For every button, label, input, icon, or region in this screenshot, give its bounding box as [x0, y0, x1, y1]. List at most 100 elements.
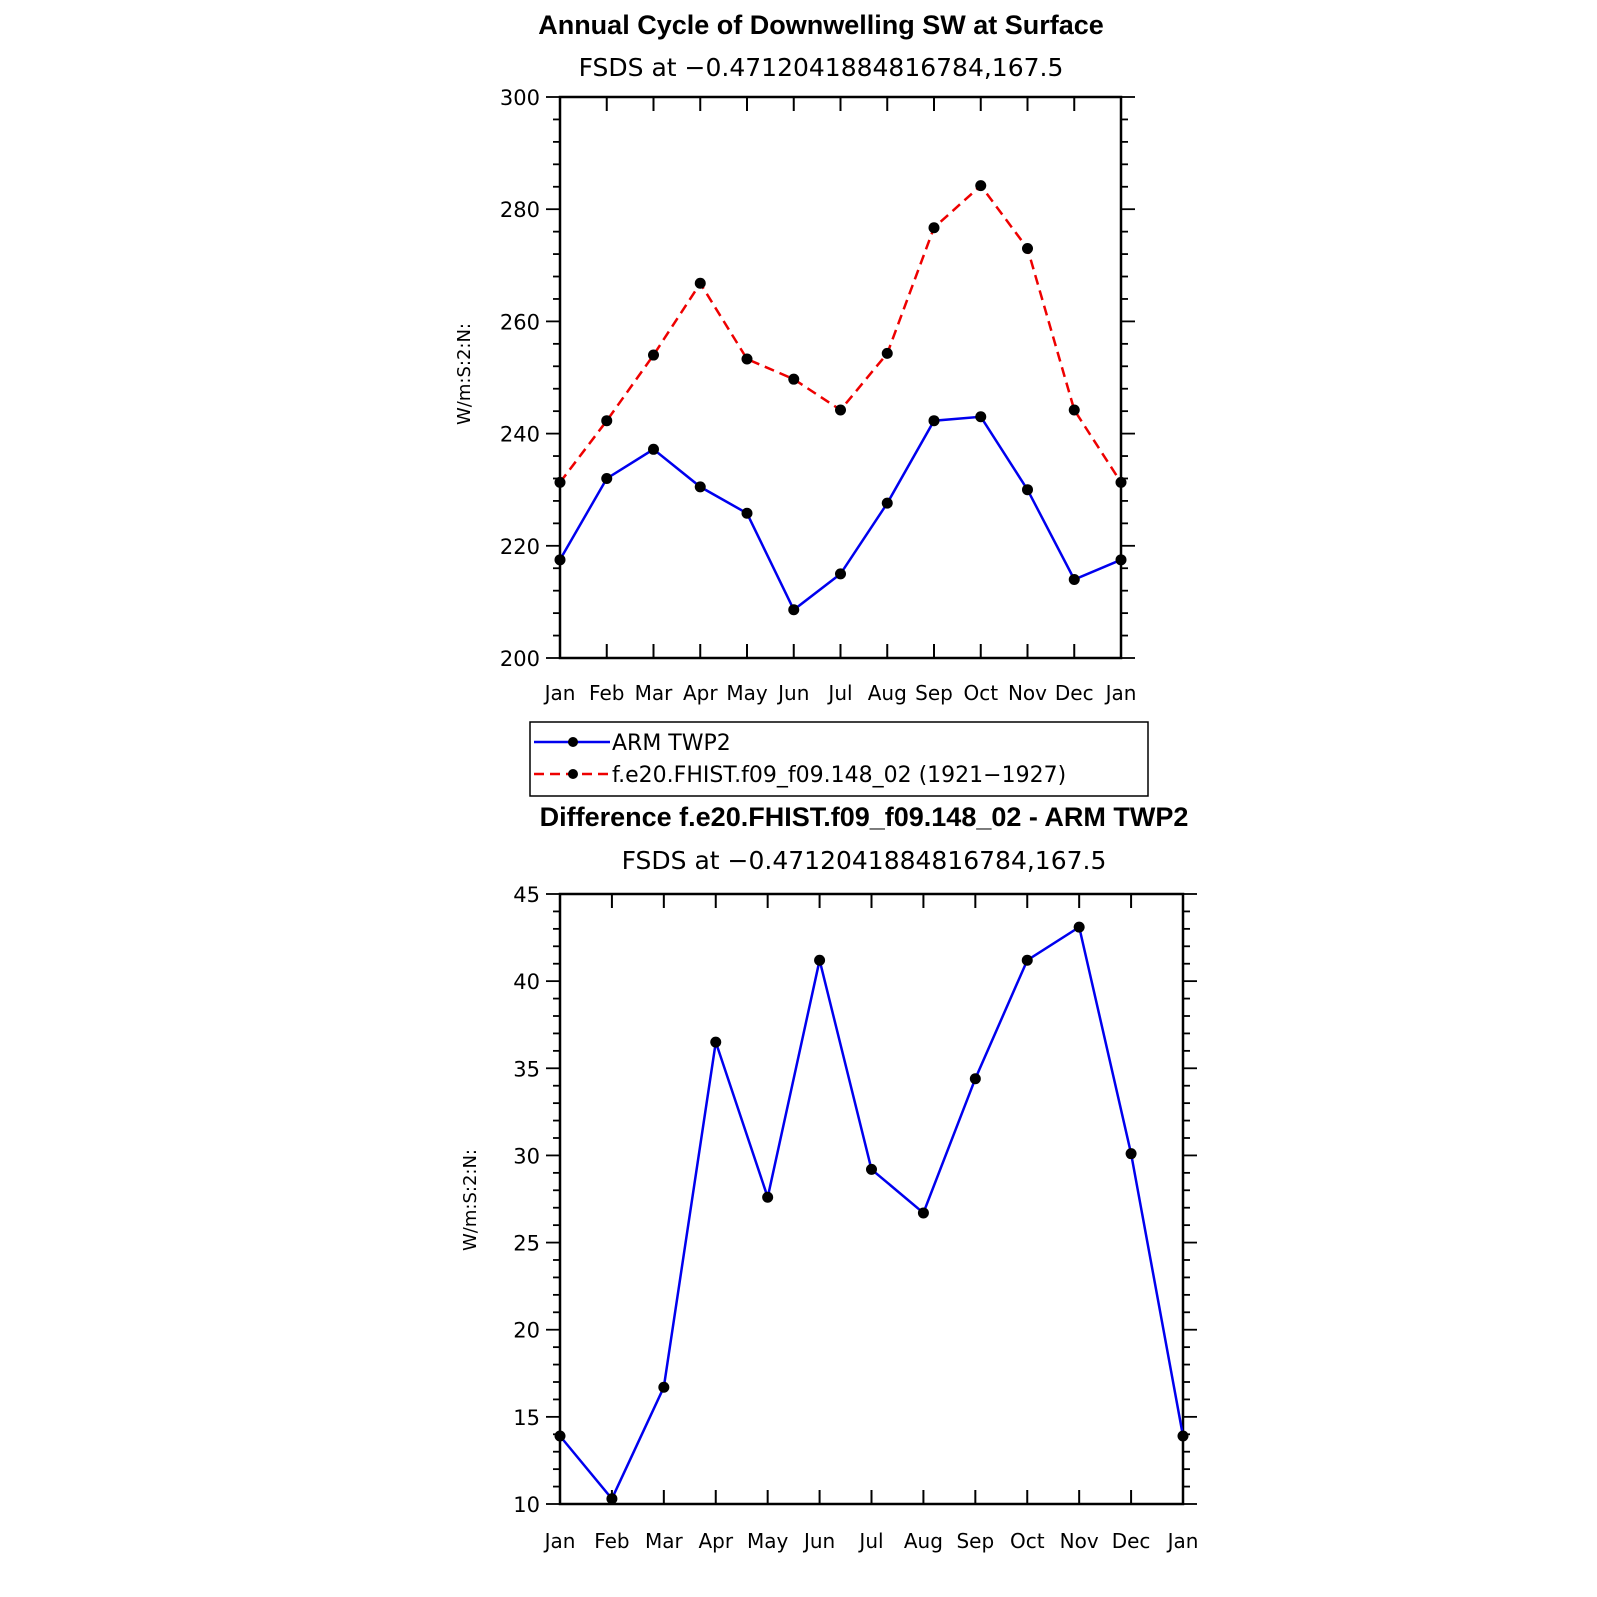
x-tick-label: Aug [904, 1529, 943, 1553]
x-tick-label: Apr [683, 681, 718, 705]
data-point [741, 353, 753, 365]
legend: ARM TWP2 f.e20.FHIST.f09_f09.148_02 (192… [529, 721, 1149, 797]
x-tick-label: Sep [956, 1529, 994, 1553]
legend-label-model: f.e20.FHIST.f09_f09.148_02 (1921−1927) [612, 763, 1066, 788]
x-tick-label: Sep [915, 681, 953, 705]
data-point [814, 954, 826, 966]
data-point [606, 1493, 618, 1505]
data-point [1115, 554, 1127, 566]
data-point [554, 554, 566, 566]
data-point [1115, 476, 1127, 488]
data-point [1068, 404, 1080, 416]
x-tick-label: Nov [1008, 681, 1047, 705]
annual-cycle-panel: Annual Cycle of Downwelling SW at Surfac… [454, 10, 1136, 705]
y-tick-label: 200 [500, 647, 540, 671]
x-tick-label: Jan [543, 681, 576, 705]
data-point [969, 1073, 981, 1085]
x-tick-label: Jul [826, 681, 852, 705]
data-point [658, 1381, 670, 1393]
data-point [694, 277, 706, 289]
y-tick-label: 45 [513, 883, 540, 907]
series-line-1 [559, 183, 1123, 484]
legend-marker-arm [568, 737, 578, 747]
x-tick-label: Mar [635, 681, 674, 705]
data-point [788, 373, 800, 385]
chart-title: Difference f.e20.FHIST.f09_f09.148_02 - … [540, 802, 1189, 832]
difference-panel: Difference f.e20.FHIST.f09_f09.148_02 - … [460, 802, 1198, 1553]
series-line-0 [558, 415, 1122, 612]
data-point [1022, 484, 1033, 496]
x-tick-label: Oct [963, 681, 998, 705]
plot-frame [558, 892, 1185, 1506]
x-tick-label: Nov [1060, 1529, 1099, 1553]
data-point [710, 1036, 722, 1048]
x-tick-label: Dec [1112, 1529, 1151, 1553]
x-tick-label: Jan [1104, 681, 1137, 705]
x-tick-label: Aug [868, 681, 907, 705]
axis-ticks: Jan Feb Mar Apr May Jun Jul Aug Sep Oct Nov Dec Jan1… [513, 883, 1198, 1553]
data-point [694, 481, 706, 493]
data-point [554, 1430, 566, 1442]
x-tick-label: Jun [802, 1529, 835, 1553]
chart-subtitle: FSDS at −0.4712041884816784,167.5 [579, 53, 1064, 82]
data-point [835, 568, 846, 580]
x-tick-label: Jul [857, 1529, 883, 1553]
x-tick-label: Mar [645, 1529, 684, 1553]
y-tick-label: 35 [513, 1057, 540, 1081]
data-point [554, 476, 566, 488]
x-tick-label: May [726, 681, 768, 705]
y-tick-label: 40 [513, 970, 540, 994]
data-point [648, 443, 659, 455]
y-tick-label: 260 [500, 310, 540, 334]
data-point [835, 404, 846, 416]
y-tick-label: 300 [500, 86, 540, 110]
data-point [881, 347, 893, 359]
data-point [928, 415, 940, 427]
y-tick-label: 280 [500, 198, 540, 222]
x-tick-label: May [747, 1529, 789, 1553]
data-point [881, 497, 893, 509]
data-point [866, 1163, 877, 1175]
legend-label-arm: ARM TWP2 [612, 731, 731, 756]
data-point [741, 507, 753, 519]
y-axis-label: W/m:S:2:N: [460, 1149, 481, 1251]
y-axis-label: W/m:S:2:N: [454, 323, 475, 425]
y-tick-label: 240 [500, 423, 540, 447]
legend-marker-model [568, 769, 578, 779]
data-point [917, 1207, 929, 1219]
axis-ticks: Jan Feb Mar Apr May Jun Jul Aug Sep Oct Nov Dec Jan2… [500, 86, 1137, 705]
series-line-0 [559, 925, 1185, 1502]
data-point [1021, 954, 1033, 966]
x-tick-label: Jun [776, 681, 809, 705]
data-point [648, 349, 659, 361]
data-point [788, 604, 800, 616]
x-tick-label: Oct [1010, 1529, 1045, 1553]
data-point [1068, 573, 1080, 585]
series-layer [554, 180, 1127, 616]
x-tick-label: Jan [1166, 1529, 1199, 1553]
x-tick-label: Jan [543, 1529, 576, 1553]
data-point [1022, 242, 1033, 254]
data-point [601, 472, 613, 484]
data-point [762, 1191, 774, 1203]
y-tick-label: 220 [500, 535, 540, 559]
data-point [1073, 921, 1085, 933]
x-tick-label: Apr [698, 1529, 733, 1553]
legend-box [529, 721, 1149, 797]
data-point [1125, 1148, 1137, 1160]
data-point [928, 222, 940, 234]
data-point [975, 180, 987, 192]
data-point [601, 415, 613, 427]
y-tick-label: 30 [513, 1144, 540, 1168]
data-point [975, 411, 987, 423]
y-tick-label: 25 [513, 1232, 540, 1256]
chart-title: Annual Cycle of Downwelling SW at Surfac… [538, 10, 1104, 40]
x-tick-label: Dec [1055, 681, 1094, 705]
y-tick-label: 10 [513, 1493, 540, 1517]
series-layer [554, 921, 1189, 1505]
x-tick-label: Feb [594, 1529, 629, 1553]
chart-subtitle: FSDS at −0.4712041884816784,167.5 [622, 846, 1107, 875]
data-point [1177, 1430, 1189, 1442]
x-tick-label: Feb [589, 681, 624, 705]
